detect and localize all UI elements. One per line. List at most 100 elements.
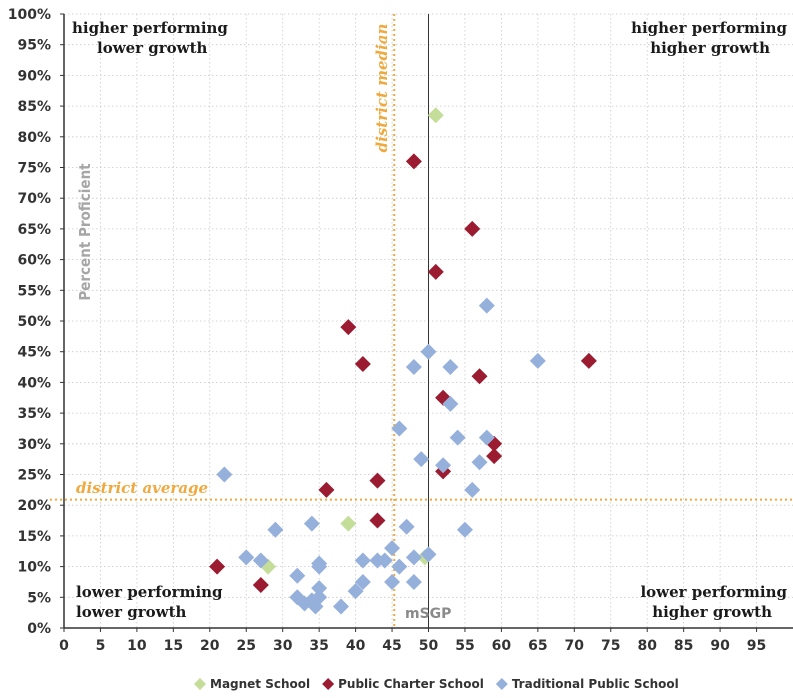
x-tick-label: 45	[382, 638, 401, 654]
quadrant-label-top-left-line2: lower growth	[97, 39, 208, 57]
y-tick-label: 0%	[27, 621, 51, 637]
magnet-school-point	[340, 515, 357, 532]
traditional-public-school-point	[376, 552, 393, 569]
y-tick-label: 95%	[17, 38, 51, 54]
traditional-public-school-point	[354, 552, 371, 569]
traditional-public-school-point	[456, 521, 473, 538]
traditional-public-school-point	[405, 549, 422, 566]
legend-marker-traditional-public-school	[495, 678, 508, 690]
public-charter-school-point	[427, 263, 444, 280]
quadrant-label-bottom-right-line1: lower performing	[640, 583, 787, 601]
y-tick-label: 30%	[17, 437, 51, 453]
x-tick-label: 50	[419, 638, 439, 654]
traditional-public-school-point	[267, 521, 284, 538]
x-tick-label: 80	[637, 638, 657, 654]
traditional-public-school-point	[442, 359, 459, 376]
traditional-public-school-point	[311, 580, 328, 597]
y-tick-label: 5%	[27, 590, 51, 606]
y-tick-label: 40%	[17, 375, 51, 391]
y-tick-label: 75%	[17, 161, 51, 177]
legend-label-traditional-public-school: Traditional Public School	[512, 677, 679, 691]
public-charter-school-point	[405, 153, 422, 170]
public-charter-school-point	[580, 352, 597, 369]
legend-marker-magnet-school	[194, 678, 206, 690]
y-tick-label: 65%	[17, 222, 51, 238]
traditional-public-school-point	[435, 457, 452, 474]
y-tick-label: 25%	[17, 468, 51, 484]
x-tick-label: 95	[747, 638, 766, 654]
magnet-school-point	[427, 107, 444, 124]
y-tick-label: 80%	[17, 130, 51, 146]
x-tick-label: 30	[273, 638, 293, 654]
x-tick-label: 40	[346, 638, 366, 654]
traditional-public-school-point	[449, 429, 466, 446]
legend-label-public-charter-school: Public Charter School	[338, 677, 484, 691]
traditional-public-school-point	[347, 583, 364, 600]
traditional-public-school-point	[384, 540, 401, 557]
legend-marker-public-charter-school	[322, 678, 335, 690]
x-tick-label: 90	[710, 638, 730, 654]
traditional-public-school-point	[391, 420, 408, 437]
x-tick-label: 5	[96, 638, 106, 654]
traditional-public-school-point	[354, 573, 371, 590]
public-charter-school-point	[209, 558, 226, 575]
x-tick-label: 65	[528, 638, 547, 654]
traditional-public-school-point	[464, 481, 481, 498]
x-tick-label: 55	[455, 638, 474, 654]
traditional-public-school-point	[238, 549, 255, 566]
traditional-public-school-point	[420, 546, 437, 563]
y-axis-label: Percent Proficient	[76, 163, 94, 301]
x-tick-label: 10	[127, 638, 147, 654]
x-tick-label: 15	[164, 638, 183, 654]
quadrant-label-top-right-line1: higher performing	[631, 19, 787, 37]
traditional-public-school-point	[478, 429, 495, 446]
traditional-public-school-point	[405, 359, 422, 376]
public-charter-school-point	[354, 355, 371, 372]
traditional-public-school-point	[405, 573, 422, 590]
traditional-public-school-point	[333, 598, 350, 615]
traditional-public-school-point	[413, 451, 430, 468]
x-tick-label: 75	[601, 638, 620, 654]
quadrant-label-bottom-left-line2: lower growth	[76, 603, 187, 621]
legend: Magnet School Public Charter School Tradit…	[194, 677, 679, 691]
public-charter-school-point	[252, 577, 269, 594]
x-tick-label: 60	[492, 638, 512, 654]
public-charter-school-point	[369, 472, 386, 489]
data-points	[209, 107, 597, 615]
traditional-public-school-point	[420, 343, 437, 360]
y-tick-label: 50%	[17, 314, 51, 330]
y-tick-label: 45%	[17, 345, 51, 361]
legend-label-magnet-school: Magnet School	[210, 677, 310, 691]
y-tick-label: 20%	[17, 498, 51, 514]
traditional-public-school-point	[311, 555, 328, 572]
traditional-public-school-point	[303, 515, 320, 532]
traditional-public-school-point	[307, 598, 324, 615]
y-tick-label: 35%	[17, 406, 51, 422]
y-tick-label: 70%	[17, 191, 51, 207]
traditional-public-school-point	[216, 466, 233, 483]
y-tick-label: 55%	[17, 283, 51, 299]
y-tick-label: 90%	[17, 68, 51, 84]
y-tick-label: 100%	[8, 7, 51, 23]
traditional-public-school-point	[529, 352, 546, 369]
traditional-public-school-point	[442, 395, 459, 412]
x-tick-label: 20	[200, 638, 220, 654]
axes: 0% 5% 10% 15% 20% 25% 30% 35% 40% 45% 50% 55% 60% 65%…	[8, 7, 793, 654]
traditional-public-school-point	[289, 567, 306, 584]
traditional-public-school-point	[398, 518, 415, 535]
traditional-public-school-point	[391, 558, 408, 575]
public-charter-school-point	[318, 481, 335, 498]
public-charter-school-point	[369, 512, 386, 529]
public-charter-school-point	[471, 368, 488, 385]
x-tick-label: 70	[565, 638, 585, 654]
public-charter-school-point	[340, 319, 357, 336]
x-tick-label: 35	[309, 638, 328, 654]
quadrant-label-bottom-right-line2: higher growth	[652, 603, 772, 621]
x-axis-label: mSGP	[405, 606, 451, 622]
reference-lines	[50, 14, 793, 628]
quadrant-label-top-left-line1: higher performing	[72, 19, 228, 37]
y-tick-label: 15%	[17, 529, 51, 545]
traditional-public-school-point	[478, 297, 495, 314]
traditional-public-school-point	[471, 454, 488, 471]
x-tick-label: 0	[59, 638, 69, 654]
